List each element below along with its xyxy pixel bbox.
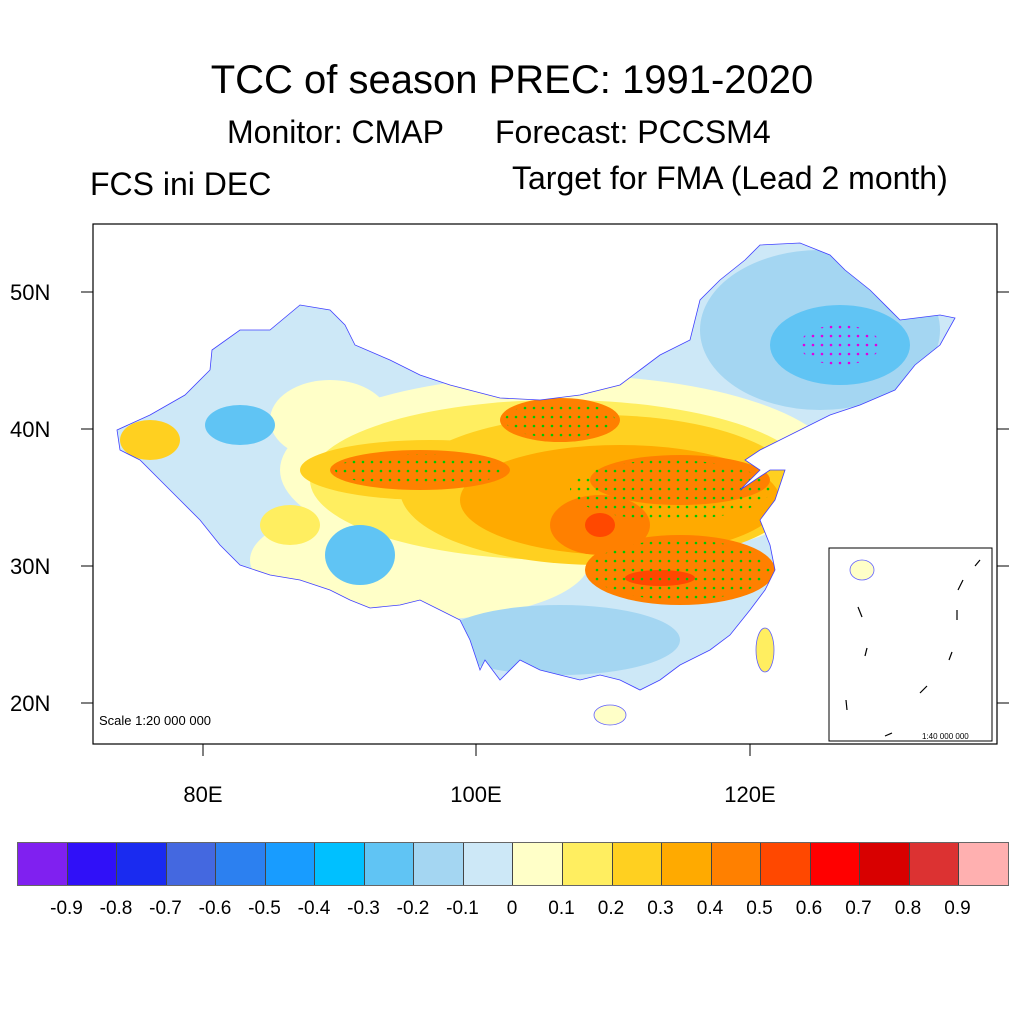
lon-tick-120e: 120E <box>724 782 776 807</box>
colorbar-box <box>166 843 217 885</box>
colorbar-box <box>761 843 811 885</box>
colorbar-box <box>463 843 514 885</box>
lat-tick-50n: 50N <box>10 280 51 305</box>
colorbar-label: 0.5 <box>746 898 773 919</box>
colorbar-label: -0.4 <box>297 898 331 919</box>
chart-title: TCC of season PREC: 1991-2020 <box>210 58 814 102</box>
colorbar-label: -0.2 <box>396 898 430 919</box>
colorbar-label: 0.8 <box>894 898 922 919</box>
colorbar-box <box>216 843 266 885</box>
south-china-sea-inset <box>828 547 993 742</box>
colorbar-box <box>711 843 762 885</box>
colorbar-label: -0.8 <box>99 898 133 919</box>
colorbar-label: -0.7 <box>149 898 182 919</box>
colorbar-box <box>810 843 861 885</box>
colorbar-label: 0.3 <box>647 898 674 919</box>
inset-scale: 1:40 000 000 <box>922 732 969 741</box>
colorbar-label: 0.1 <box>548 898 575 919</box>
colorbar-box <box>662 843 712 885</box>
colorbar-label: -0.1 <box>446 898 479 919</box>
colorbar-label: 0.9 <box>944 898 971 919</box>
colorbar-box <box>563 843 613 885</box>
colorbar-label: -0.3 <box>347 898 380 919</box>
lat-tick-40n: 40N <box>10 417 51 442</box>
monitor-label: Monitor: CMAP <box>227 114 444 150</box>
colorbar-box <box>117 843 167 885</box>
colorbar-box <box>513 843 564 885</box>
colorbar-box <box>959 843 1008 885</box>
lat-tick-30n: 30N <box>10 554 51 579</box>
colorbar-label: 0.6 <box>795 898 823 919</box>
init-label: FCS ini DEC <box>90 166 272 202</box>
colorbar-box <box>909 843 960 885</box>
colorbar-box <box>315 843 365 885</box>
colorbar-box <box>18 843 68 885</box>
colorbar-box <box>364 843 415 885</box>
colorbar-box <box>265 843 316 885</box>
hainan-island <box>593 704 627 726</box>
colorbar <box>17 842 1009 886</box>
colorbar-label: 0.7 <box>845 898 872 919</box>
colorbar-label: -0.6 <box>198 898 232 919</box>
colorbar-label: 0 <box>506 898 518 919</box>
colorbar-box <box>67 843 118 885</box>
colorbar-label: 0.2 <box>597 898 625 919</box>
lon-tick-100e: 100E <box>450 782 502 807</box>
colorbar-label: -0.5 <box>248 898 281 919</box>
colorbar-label: -0.9 <box>50 898 83 919</box>
colorbar-label: 0.4 <box>696 898 724 919</box>
colorbar-box <box>860 843 910 885</box>
map-scale: Scale 1:20 000 000 <box>99 713 211 728</box>
colorbar-box <box>414 843 464 885</box>
target-label: Target for FMA (Lead 2 month) <box>512 160 948 196</box>
lon-tick-80e: 80E <box>183 782 223 807</box>
forecast-label: Forecast: PCCSM4 <box>495 114 771 150</box>
lat-tick-20n: 20N <box>10 691 51 716</box>
taiwan-island <box>755 627 775 673</box>
colorbar-box <box>612 843 663 885</box>
